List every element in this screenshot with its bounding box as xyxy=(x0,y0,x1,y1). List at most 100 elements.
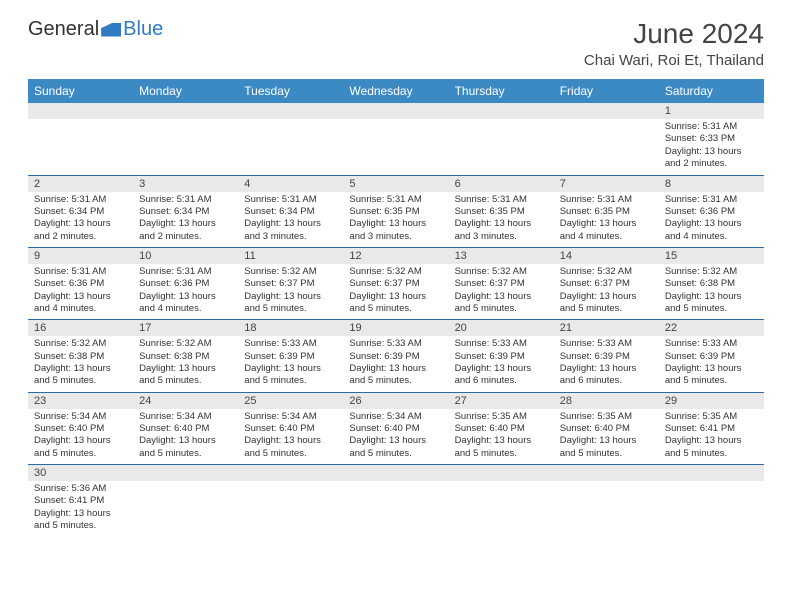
calendar-cell xyxy=(343,465,448,537)
day-number: 11 xyxy=(238,248,343,264)
day-number: 5 xyxy=(343,176,448,192)
calendar-cell xyxy=(343,103,448,175)
day-details: Sunrise: 5:32 AMSunset: 6:38 PMDaylight:… xyxy=(133,336,238,391)
day-number xyxy=(238,465,343,481)
calendar-cell: 13Sunrise: 5:32 AMSunset: 6:37 PMDayligh… xyxy=(449,247,554,319)
calendar-cell: 24Sunrise: 5:34 AMSunset: 6:40 PMDayligh… xyxy=(133,392,238,464)
day-details: Sunrise: 5:33 AMSunset: 6:39 PMDaylight:… xyxy=(238,336,343,391)
calendar-cell: 28Sunrise: 5:35 AMSunset: 6:40 PMDayligh… xyxy=(554,392,659,464)
calendar-cell xyxy=(449,465,554,537)
day-number xyxy=(449,103,554,119)
day-header: Thursday xyxy=(449,79,554,103)
day-details: Sunrise: 5:32 AMSunset: 6:38 PMDaylight:… xyxy=(28,336,133,391)
day-number: 10 xyxy=(133,248,238,264)
day-details: Sunrise: 5:35 AMSunset: 6:40 PMDaylight:… xyxy=(449,409,554,464)
day-header: Friday xyxy=(554,79,659,103)
day-number: 3 xyxy=(133,176,238,192)
day-number: 12 xyxy=(343,248,448,264)
calendar-cell: 18Sunrise: 5:33 AMSunset: 6:39 PMDayligh… xyxy=(238,320,343,392)
calendar-cell: 21Sunrise: 5:33 AMSunset: 6:39 PMDayligh… xyxy=(554,320,659,392)
calendar-cell: 29Sunrise: 5:35 AMSunset: 6:41 PMDayligh… xyxy=(659,392,764,464)
calendar-week-row: 1Sunrise: 5:31 AMSunset: 6:33 PMDaylight… xyxy=(28,103,764,175)
calendar-week-row: 2Sunrise: 5:31 AMSunset: 6:34 PMDaylight… xyxy=(28,175,764,247)
page-header: GeneralBlue June 2024 Chai Wari, Roi Et,… xyxy=(28,18,764,69)
day-number: 4 xyxy=(238,176,343,192)
day-details: Sunrise: 5:34 AMSunset: 6:40 PMDaylight:… xyxy=(343,409,448,464)
day-details: Sunrise: 5:33 AMSunset: 6:39 PMDaylight:… xyxy=(659,336,764,391)
flag-icon xyxy=(101,23,121,37)
day-header: Tuesday xyxy=(238,79,343,103)
day-number: 7 xyxy=(554,176,659,192)
day-number: 29 xyxy=(659,393,764,409)
day-number: 25 xyxy=(238,393,343,409)
generalblue-logo: GeneralBlue xyxy=(28,18,163,41)
calendar-cell: 27Sunrise: 5:35 AMSunset: 6:40 PMDayligh… xyxy=(449,392,554,464)
day-number: 8 xyxy=(659,176,764,192)
day-details: Sunrise: 5:32 AMSunset: 6:37 PMDaylight:… xyxy=(238,264,343,319)
calendar-body: 1Sunrise: 5:31 AMSunset: 6:33 PMDaylight… xyxy=(28,103,764,537)
day-details: Sunrise: 5:32 AMSunset: 6:37 PMDaylight:… xyxy=(343,264,448,319)
day-details: Sunrise: 5:32 AMSunset: 6:37 PMDaylight:… xyxy=(449,264,554,319)
calendar-cell xyxy=(238,103,343,175)
calendar-cell: 30Sunrise: 5:36 AMSunset: 6:41 PMDayligh… xyxy=(28,465,133,537)
day-number: 21 xyxy=(554,320,659,336)
day-number: 18 xyxy=(238,320,343,336)
calendar-cell xyxy=(449,103,554,175)
day-number: 23 xyxy=(28,393,133,409)
calendar-cell xyxy=(28,103,133,175)
day-header: Wednesday xyxy=(343,79,448,103)
calendar-cell xyxy=(554,103,659,175)
calendar-cell xyxy=(133,103,238,175)
day-details: Sunrise: 5:35 AMSunset: 6:40 PMDaylight:… xyxy=(554,409,659,464)
calendar-cell: 25Sunrise: 5:34 AMSunset: 6:40 PMDayligh… xyxy=(238,392,343,464)
day-number: 27 xyxy=(449,393,554,409)
day-number: 15 xyxy=(659,248,764,264)
day-number: 26 xyxy=(343,393,448,409)
calendar-cell xyxy=(554,465,659,537)
calendar-cell: 12Sunrise: 5:32 AMSunset: 6:37 PMDayligh… xyxy=(343,247,448,319)
calendar-cell: 8Sunrise: 5:31 AMSunset: 6:36 PMDaylight… xyxy=(659,175,764,247)
calendar-cell: 22Sunrise: 5:33 AMSunset: 6:39 PMDayligh… xyxy=(659,320,764,392)
day-details: Sunrise: 5:31 AMSunset: 6:35 PMDaylight:… xyxy=(343,192,448,247)
day-details: Sunrise: 5:31 AMSunset: 6:34 PMDaylight:… xyxy=(28,192,133,247)
calendar-cell: 10Sunrise: 5:31 AMSunset: 6:36 PMDayligh… xyxy=(133,247,238,319)
calendar-cell: 11Sunrise: 5:32 AMSunset: 6:37 PMDayligh… xyxy=(238,247,343,319)
day-details: Sunrise: 5:32 AMSunset: 6:38 PMDaylight:… xyxy=(659,264,764,319)
day-number xyxy=(554,103,659,119)
calendar-cell: 1Sunrise: 5:31 AMSunset: 6:33 PMDaylight… xyxy=(659,103,764,175)
calendar-cell: 16Sunrise: 5:32 AMSunset: 6:38 PMDayligh… xyxy=(28,320,133,392)
day-header: Monday xyxy=(133,79,238,103)
day-number xyxy=(133,103,238,119)
calendar-cell: 14Sunrise: 5:32 AMSunset: 6:37 PMDayligh… xyxy=(554,247,659,319)
day-number xyxy=(449,465,554,481)
day-number xyxy=(554,465,659,481)
day-header: Saturday xyxy=(659,79,764,103)
calendar-cell: 6Sunrise: 5:31 AMSunset: 6:35 PMDaylight… xyxy=(449,175,554,247)
day-number xyxy=(238,103,343,119)
day-number xyxy=(343,103,448,119)
calendar-cell: 20Sunrise: 5:33 AMSunset: 6:39 PMDayligh… xyxy=(449,320,554,392)
day-header: Sunday xyxy=(28,79,133,103)
day-number xyxy=(28,103,133,119)
calendar-cell xyxy=(238,465,343,537)
day-number: 30 xyxy=(28,465,133,481)
day-number xyxy=(343,465,448,481)
calendar-cell: 19Sunrise: 5:33 AMSunset: 6:39 PMDayligh… xyxy=(343,320,448,392)
calendar-cell: 3Sunrise: 5:31 AMSunset: 6:34 PMDaylight… xyxy=(133,175,238,247)
day-details: Sunrise: 5:34 AMSunset: 6:40 PMDaylight:… xyxy=(28,409,133,464)
calendar-cell: 9Sunrise: 5:31 AMSunset: 6:36 PMDaylight… xyxy=(28,247,133,319)
day-number: 13 xyxy=(449,248,554,264)
calendar-cell xyxy=(659,465,764,537)
calendar-cell: 23Sunrise: 5:34 AMSunset: 6:40 PMDayligh… xyxy=(28,392,133,464)
calendar-week-row: 9Sunrise: 5:31 AMSunset: 6:36 PMDaylight… xyxy=(28,247,764,319)
title-block: June 2024 Chai Wari, Roi Et, Thailand xyxy=(584,18,764,69)
calendar-cell: 15Sunrise: 5:32 AMSunset: 6:38 PMDayligh… xyxy=(659,247,764,319)
day-details: Sunrise: 5:35 AMSunset: 6:41 PMDaylight:… xyxy=(659,409,764,464)
day-details: Sunrise: 5:36 AMSunset: 6:41 PMDaylight:… xyxy=(28,481,133,536)
calendar-week-row: 16Sunrise: 5:32 AMSunset: 6:38 PMDayligh… xyxy=(28,320,764,392)
day-details: Sunrise: 5:31 AMSunset: 6:34 PMDaylight:… xyxy=(133,192,238,247)
calendar-week-row: 23Sunrise: 5:34 AMSunset: 6:40 PMDayligh… xyxy=(28,392,764,464)
day-number: 28 xyxy=(554,393,659,409)
day-details: Sunrise: 5:31 AMSunset: 6:33 PMDaylight:… xyxy=(659,119,764,174)
calendar-cell: 7Sunrise: 5:31 AMSunset: 6:35 PMDaylight… xyxy=(554,175,659,247)
